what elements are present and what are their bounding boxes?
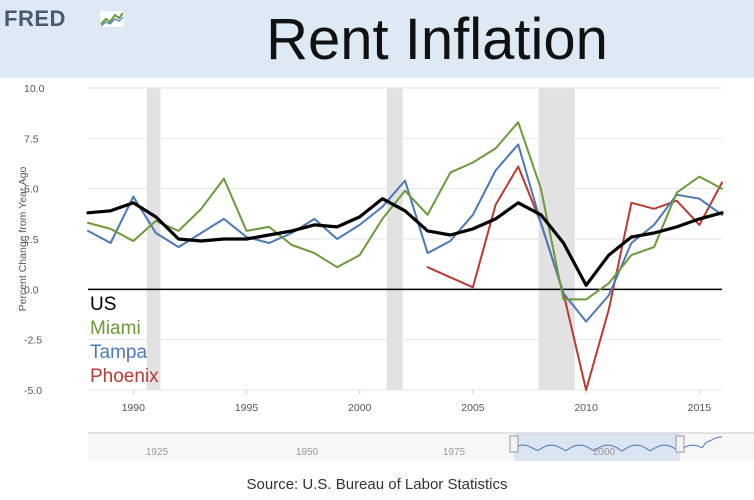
legend-item-tampa: Tampa bbox=[90, 342, 147, 363]
x-tick-label: 2015 bbox=[688, 402, 712, 414]
series-line-us bbox=[86, 197, 724, 287]
legend-item-phoenix: Phoenix bbox=[90, 366, 159, 387]
x-tick-label: 2005 bbox=[461, 402, 485, 414]
navigator-series bbox=[513, 436, 723, 452]
fred-graph-icon bbox=[99, 10, 125, 28]
navigator-label: 1925 bbox=[146, 447, 169, 458]
source-note: Source: U.S. Bureau of Labor Statistics bbox=[246, 476, 508, 493]
y-tick-label: 5.0 bbox=[24, 184, 39, 196]
header-band bbox=[0, 0, 754, 78]
series-line-miami bbox=[87, 121, 723, 301]
fred-logo[interactable]: FRED bbox=[4, 4, 128, 32]
navigator-label: 1950 bbox=[296, 447, 319, 458]
y-tick-label: -5.0 bbox=[24, 385, 42, 397]
y-axis-title: Percent Change from Year Ago bbox=[17, 166, 29, 311]
navigator-handle bbox=[509, 435, 519, 453]
chart: 10.0 7.5 5.0 2.5 0.0 -2.5 -5.0 1990 1995 2000 2005… bbox=[17, 83, 754, 461]
legend-item-us: US bbox=[90, 294, 116, 315]
navigator-handle bbox=[675, 435, 685, 453]
navigator-window bbox=[514, 433, 680, 461]
x-tick-label: 2010 bbox=[574, 402, 598, 414]
fred-logo-text: FRED bbox=[4, 6, 66, 31]
series-line-tampa bbox=[87, 143, 723, 323]
y-tick-label: 7.5 bbox=[24, 133, 39, 145]
y-tick-label: 10.0 bbox=[24, 83, 45, 95]
page-title: Rent Inflation bbox=[266, 7, 608, 72]
navigator-label: 1975 bbox=[443, 447, 466, 458]
y-tick-label: 0.0 bbox=[24, 284, 39, 296]
x-tick-label: 1995 bbox=[235, 402, 259, 414]
y-tick-label: 2.5 bbox=[24, 234, 39, 246]
legend-item-miami: Miami bbox=[90, 318, 141, 339]
x-tick-label: 1990 bbox=[122, 402, 146, 414]
navigator-label: 2000 bbox=[593, 447, 616, 458]
y-tick-label: -2.5 bbox=[24, 335, 42, 347]
x-tick-label: 2000 bbox=[348, 402, 372, 414]
